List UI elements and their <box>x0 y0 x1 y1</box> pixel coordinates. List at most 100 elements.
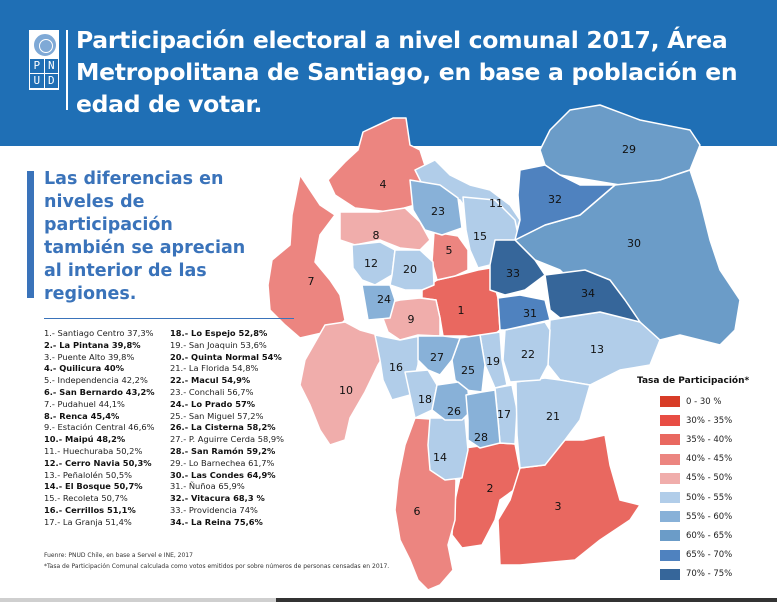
commune-region-label: 12 <box>364 257 378 270</box>
commune-region-label: 11 <box>489 197 503 210</box>
commune-region-label: 17 <box>497 408 511 421</box>
logo-letters: P N U D <box>30 59 58 88</box>
commune-list-item: 21.- La Florida 54,8% <box>170 363 259 374</box>
legend-label: 0 - 30 % <box>686 396 722 407</box>
legend-item: 40% - 45% <box>637 450 777 469</box>
commune-region-label: 3 <box>555 500 562 513</box>
legend-swatch <box>660 472 680 484</box>
commune-region-28 <box>465 389 501 449</box>
commune-region-label: 34 <box>581 287 595 300</box>
legend-swatch <box>660 511 680 523</box>
commune-list-item: 24.- Lo Prado 57% <box>170 398 256 409</box>
commune-region-label: 33 <box>506 267 520 280</box>
commune-list-item: 7.- Pudahuel 44,1% <box>44 398 125 409</box>
logo-letter: N <box>44 59 58 73</box>
commune-region-label: 15 <box>473 230 487 243</box>
commune-list-item: 17.- La Granja 51,4% <box>44 516 132 527</box>
commune-region-label: 20 <box>403 263 417 276</box>
commune-list-column-2: 18.- Lo Espejo 52,8% 19.- San Joaquin 53,… <box>170 328 284 529</box>
commune-list-item: 22.- Macul 54,9% <box>170 375 251 386</box>
commune-list-item: 26.- La Cisterna 58,2% <box>170 422 276 433</box>
commune-list-item: 30.- Las Condes 64,9% <box>170 469 276 480</box>
commune-list-item: 2.- La Pintana 39,8% <box>44 339 141 350</box>
commune-region-33 <box>489 239 546 296</box>
commune-region-label: 26 <box>447 405 461 418</box>
legend-label: 35% - 40% <box>686 434 733 445</box>
commune-list-item: 14.- El Bosque 50,7% <box>44 481 143 492</box>
commune-region-label: 27 <box>430 351 444 364</box>
legend-item: 30% - 35% <box>637 411 777 430</box>
commune-region-label: 32 <box>548 193 562 206</box>
commune-list-column-1: 1.- Santiago Centro 37,3% 2.- La Pintana … <box>44 328 155 529</box>
legend-swatch <box>660 492 680 504</box>
legend-swatch <box>660 453 680 465</box>
commune-list-item: 5.- Independencia 42,2% <box>44 375 148 386</box>
commune-region-label: 10 <box>339 384 353 397</box>
commune-region-label: 28 <box>474 431 488 444</box>
commune-region-31 <box>497 294 551 331</box>
commune-list-item: 29.- Lo Barnechea 61,7% <box>170 457 275 468</box>
commune-region-10 <box>299 321 391 446</box>
commune-region-3 <box>497 434 641 566</box>
commune-region-27 <box>417 335 461 376</box>
legend-item: 60% - 65% <box>637 526 777 545</box>
commune-region-32 <box>514 164 616 241</box>
legend-swatch <box>660 396 680 408</box>
pnud-logo: P N U D <box>29 30 59 90</box>
legend-label: 45% - 50% <box>686 473 733 484</box>
commune-region-7 <box>267 174 346 339</box>
commune-region-label: 7 <box>308 275 315 288</box>
commune-region-label: 14 <box>433 451 447 464</box>
logo-letter: U <box>30 74 44 88</box>
commune-region-label: 6 <box>414 505 421 518</box>
commune-region-label: 29 <box>622 143 636 156</box>
legend-label: 70% - 75% <box>686 569 733 580</box>
legend-item: 35% - 40% <box>637 430 777 449</box>
title-divider <box>66 30 68 110</box>
commune-list-item: 34.- La Reina 75,6% <box>170 516 263 527</box>
commune-region-label: 25 <box>461 364 475 377</box>
commune-region-29 <box>539 104 701 186</box>
commune-list-item: 8.- Renca 45,4% <box>44 410 120 421</box>
commune-region-label: 13 <box>590 343 604 356</box>
legend-title: Tasa de Participación* <box>637 376 750 386</box>
commune-region-9 <box>377 297 441 341</box>
legend-item: 50% - 55% <box>637 488 777 507</box>
legend-item: 55% - 60% <box>637 507 777 526</box>
legend-item: 65% - 70% <box>637 546 777 565</box>
commune-list-item: 15.- Recoleta 50,7% <box>44 493 128 504</box>
commune-list-item: 19.- San Joaquin 53,6% <box>170 339 267 350</box>
commune-list-item: 33.- Providencia 74% <box>170 504 258 515</box>
commune-list-item: 16.- Cerrillos 51,1% <box>44 504 136 515</box>
map-legend: Tasa de Participación* 0 - 30 % 30% - 35%… <box>637 376 777 584</box>
commune-list-item: 32.- Vitacura 68,3 % <box>170 493 265 504</box>
list-divider <box>44 318 294 319</box>
source-text: Fuenre: PNUD Chile, en base a Servel e I… <box>44 552 193 559</box>
commune-list-item: 3.- Puente Alto 39,8% <box>44 351 135 362</box>
commune-region-label: 2 <box>487 482 494 495</box>
commune-region-label: 5 <box>446 244 453 257</box>
commune-list-item: 12.- Cerro Navia 50,3% <box>44 457 152 468</box>
commune-list-item: 18.- Lo Espejo 52,8% <box>170 328 268 338</box>
commune-list-item: 23.- Conchali 56,7% <box>170 386 254 397</box>
bottom-border <box>0 598 777 602</box>
commune-region-label: 4 <box>380 178 387 191</box>
commune-list-item: 13.- Peñalolén 50,5% <box>44 469 133 480</box>
commune-list-item: 6.- San Bernardo 43,2% <box>44 386 155 397</box>
legend-swatch <box>660 434 680 446</box>
footnote-text: *Tasa de Participación Comunal calculada… <box>44 563 390 570</box>
logo-letter: D <box>44 74 58 88</box>
legend-label: 65% - 70% <box>686 550 733 561</box>
commune-list-item: 1.- Santiago Centro 37,3% <box>44 328 154 338</box>
commune-region-label: 8 <box>373 229 380 242</box>
commune-region-label: 16 <box>389 361 403 374</box>
commune-list-item: 27.- P. Aguirre Cerda 58,9% <box>170 434 285 445</box>
commune-region-12 <box>351 241 396 286</box>
commune-list-item: 4.- Quilicura 40% <box>44 363 125 374</box>
commune-region-20 <box>389 249 435 291</box>
un-emblem-icon <box>33 33 57 57</box>
commune-region-14 <box>427 417 469 481</box>
logo-letter: P <box>30 59 44 73</box>
page-title: Participación electoral a nivel comunal … <box>76 26 738 118</box>
